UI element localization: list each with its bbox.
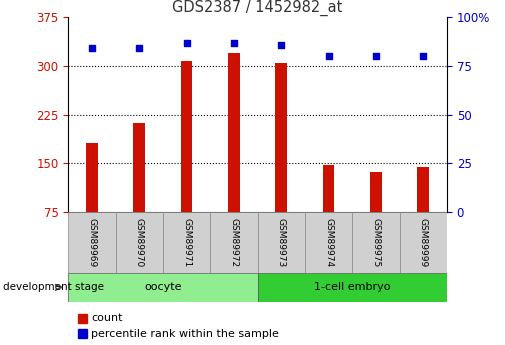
Bar xyxy=(399,212,447,273)
Bar xyxy=(116,212,163,273)
Bar xyxy=(305,212,352,273)
Bar xyxy=(68,212,116,273)
Bar xyxy=(68,273,258,302)
Point xyxy=(372,53,380,59)
Bar xyxy=(181,61,192,212)
Bar xyxy=(417,167,429,212)
Text: GSM89971: GSM89971 xyxy=(182,218,191,267)
Point xyxy=(230,40,238,45)
Bar xyxy=(370,172,382,212)
Text: development stage: development stage xyxy=(3,283,104,292)
Bar xyxy=(352,212,399,273)
Bar xyxy=(258,212,305,273)
Bar xyxy=(163,212,210,273)
Text: GSM89969: GSM89969 xyxy=(87,218,96,267)
Text: oocyte: oocyte xyxy=(144,282,182,292)
Bar xyxy=(258,273,447,302)
Point xyxy=(277,42,285,47)
Point xyxy=(419,53,427,59)
Text: GSM89972: GSM89972 xyxy=(229,218,238,267)
Bar xyxy=(210,212,258,273)
Text: count: count xyxy=(91,314,122,323)
Title: GDS2387 / 1452982_at: GDS2387 / 1452982_at xyxy=(172,0,343,16)
Bar xyxy=(133,122,145,212)
Text: GSM89973: GSM89973 xyxy=(277,218,286,267)
Text: GSM89975: GSM89975 xyxy=(371,218,380,267)
Point xyxy=(182,40,190,45)
Bar xyxy=(275,63,287,212)
Bar xyxy=(78,314,87,323)
Bar xyxy=(86,142,98,212)
Text: GSM89999: GSM89999 xyxy=(419,218,428,267)
Point xyxy=(88,46,96,51)
Text: GSM89970: GSM89970 xyxy=(135,218,144,267)
Bar xyxy=(78,329,87,338)
Bar xyxy=(228,53,240,212)
Text: percentile rank within the sample: percentile rank within the sample xyxy=(91,329,279,339)
Point xyxy=(135,46,143,51)
Point xyxy=(325,53,333,59)
Text: GSM89974: GSM89974 xyxy=(324,218,333,267)
Bar xyxy=(323,165,334,212)
Text: 1-cell embryo: 1-cell embryo xyxy=(314,282,390,292)
